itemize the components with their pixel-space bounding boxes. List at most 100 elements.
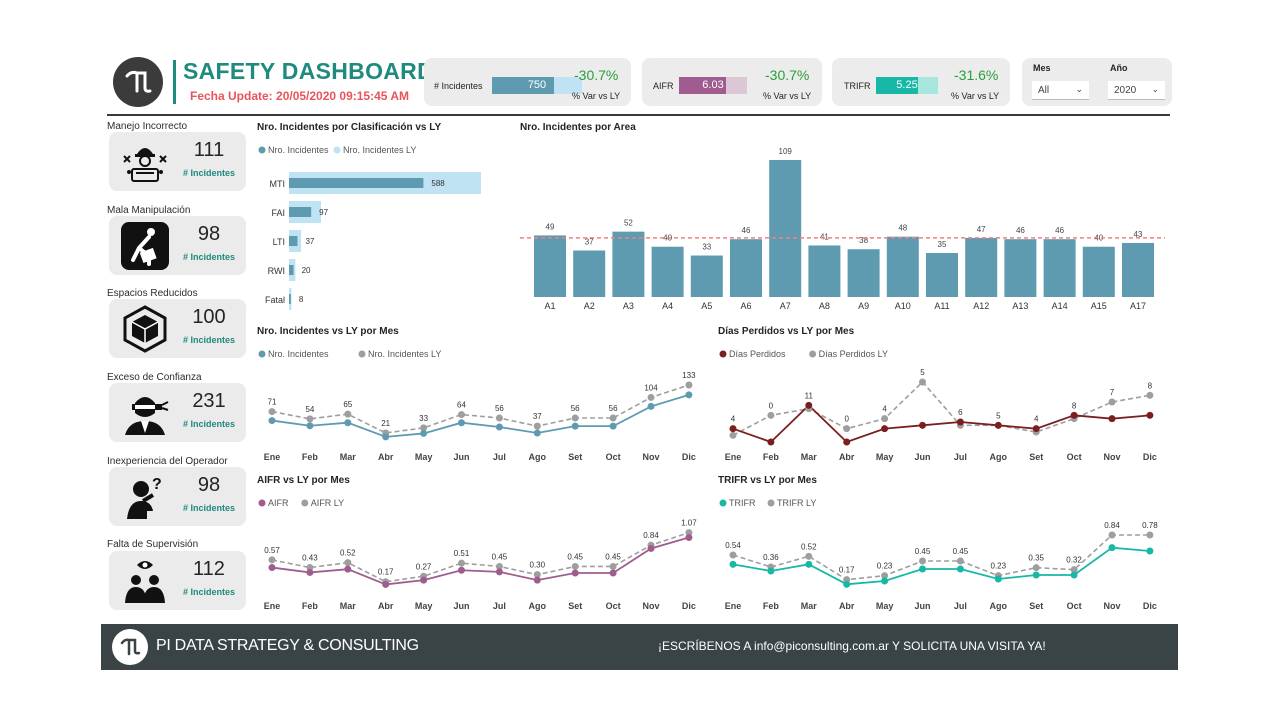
category-card[interactable]: 100 # Incidentes — [109, 299, 246, 358]
point — [1032, 571, 1040, 579]
chart-title: Nro. Incidentes vs LY por Mes — [257, 326, 399, 337]
bar — [289, 294, 291, 304]
data-label: 64 — [457, 401, 466, 410]
kpi-card-trifr[interactable]: TRIFR 5.25 -31.6% % Var vs LY — [832, 58, 1010, 106]
month-label: Feb — [763, 601, 780, 611]
category-card[interactable]: 112 # Incidentes — [109, 551, 246, 610]
pi-logo-icon — [125, 70, 152, 93]
month-label: Feb — [302, 452, 319, 462]
anio-dropdown[interactable]: 2020 ⌄ — [1108, 81, 1165, 100]
point — [609, 422, 617, 430]
kpi-card-aifr[interactable]: AIFR 6.03 -30.7% % Var vs LY — [642, 58, 822, 106]
category-label: A8 — [819, 301, 830, 311]
data-label: 0.17 — [839, 566, 855, 575]
month-label: Nov — [1103, 452, 1120, 462]
kpi-label: TRIFR — [844, 81, 871, 91]
category-sub: # Incidentes — [182, 252, 236, 262]
month-label: Mar — [801, 601, 818, 611]
month-label: Ene — [264, 601, 281, 611]
point-ly — [458, 411, 465, 419]
legend-marker — [258, 350, 266, 358]
point-ly — [919, 557, 926, 565]
month-label: Oct — [1067, 452, 1082, 462]
category-card[interactable]: 111 # Incidentes — [109, 132, 246, 191]
point — [1146, 411, 1154, 419]
month-label: Mar — [340, 452, 357, 462]
point — [685, 534, 693, 542]
data-label: 0.52 — [801, 542, 817, 551]
legend-label: Nro. Incidentes — [268, 349, 329, 359]
category-title: Exceso de Confianza — [107, 372, 202, 383]
data-label: 4 — [882, 405, 887, 414]
data-label: 97 — [319, 208, 328, 217]
month-label: Mar — [340, 601, 357, 611]
chevron-down-icon: ⌄ — [1075, 84, 1083, 94]
category-label: A11 — [934, 301, 949, 311]
data-label: 0.84 — [643, 531, 659, 540]
chevron-down-icon: ⌄ — [1151, 84, 1159, 94]
chart-title: AIFR vs LY por Mes — [257, 475, 350, 486]
series-line-ly — [271, 531, 690, 583]
month-label: Dic — [1143, 452, 1157, 462]
kpi-label: AIFR — [653, 81, 674, 91]
data-label: 21 — [381, 419, 390, 428]
category-title: Falta de Supervisión — [107, 539, 199, 550]
point — [420, 576, 428, 584]
update-timestamp: Fecha Update: 20/05/2020 09:15:45 AM — [190, 89, 409, 103]
month-label: Set — [568, 601, 582, 611]
category-label: A17 — [1130, 301, 1146, 311]
mes-dropdown[interactable]: All ⌄ — [1032, 81, 1089, 100]
month-label: Jun — [914, 601, 930, 611]
point-ly — [268, 556, 276, 564]
kpi-card-incidentes[interactable]: # Incidentes 750 -30.7% % Var vs LY — [424, 58, 631, 106]
category-label: RWI — [268, 266, 285, 276]
category-label: A6 — [740, 301, 751, 311]
point — [1032, 425, 1040, 433]
point — [571, 422, 579, 430]
category-label: Fatal — [265, 295, 285, 305]
bar — [289, 265, 294, 275]
legend-label: AIFR — [268, 498, 289, 508]
month-label: Set — [568, 452, 582, 462]
brand-logo — [113, 57, 163, 107]
category-card[interactable]: ? 98 # Incidentes — [109, 467, 246, 526]
chart-title: Nro. Incidentes por Area — [520, 122, 636, 133]
chart-clasificacion: Nro. Incidentes Nro. Incidentes LY MTI 588 F… — [258, 145, 481, 310]
category-sub: # Incidentes — [182, 168, 236, 178]
point-ly — [881, 572, 889, 580]
category-label: A9 — [858, 301, 869, 311]
month-label: Ene — [725, 452, 742, 462]
point — [344, 565, 352, 573]
point — [994, 575, 1002, 583]
point — [1108, 415, 1116, 423]
point — [956, 418, 964, 426]
point-ly — [647, 393, 655, 401]
kpi-value: 6.03 — [702, 79, 724, 91]
title-divider — [173, 60, 176, 104]
category-card[interactable]: 98 # Incidentes — [109, 216, 246, 275]
bar — [612, 231, 645, 297]
data-label: 0 — [844, 415, 849, 424]
series-line — [732, 546, 1150, 586]
point-ly — [685, 381, 693, 389]
category-sub: # Incidentes — [182, 335, 236, 345]
category-value: 98 — [197, 223, 221, 245]
header-divider — [107, 114, 1170, 116]
month-label: Ene — [264, 452, 281, 462]
data-label: 0.45 — [492, 552, 508, 561]
category-value: 112 — [193, 558, 225, 580]
footer-logo — [112, 629, 148, 665]
category-card[interactable]: 231 # Incidentes — [109, 383, 246, 442]
month-label: Oct — [606, 601, 621, 611]
legend-label: Días Perdidos LY — [819, 349, 888, 359]
legend-marker — [301, 499, 309, 507]
kpi-label: # Incidentes — [434, 81, 483, 91]
data-label: 40 — [1094, 234, 1103, 243]
kpi-bar-fill — [679, 77, 726, 94]
legend-label: Nro. Incidentes LY — [368, 349, 441, 359]
data-label: 0.51 — [454, 549, 470, 558]
kpi-pct: -30.7% — [765, 67, 810, 83]
point-ly — [420, 424, 428, 432]
data-label: 109 — [779, 147, 793, 156]
month-label: May — [876, 452, 894, 462]
